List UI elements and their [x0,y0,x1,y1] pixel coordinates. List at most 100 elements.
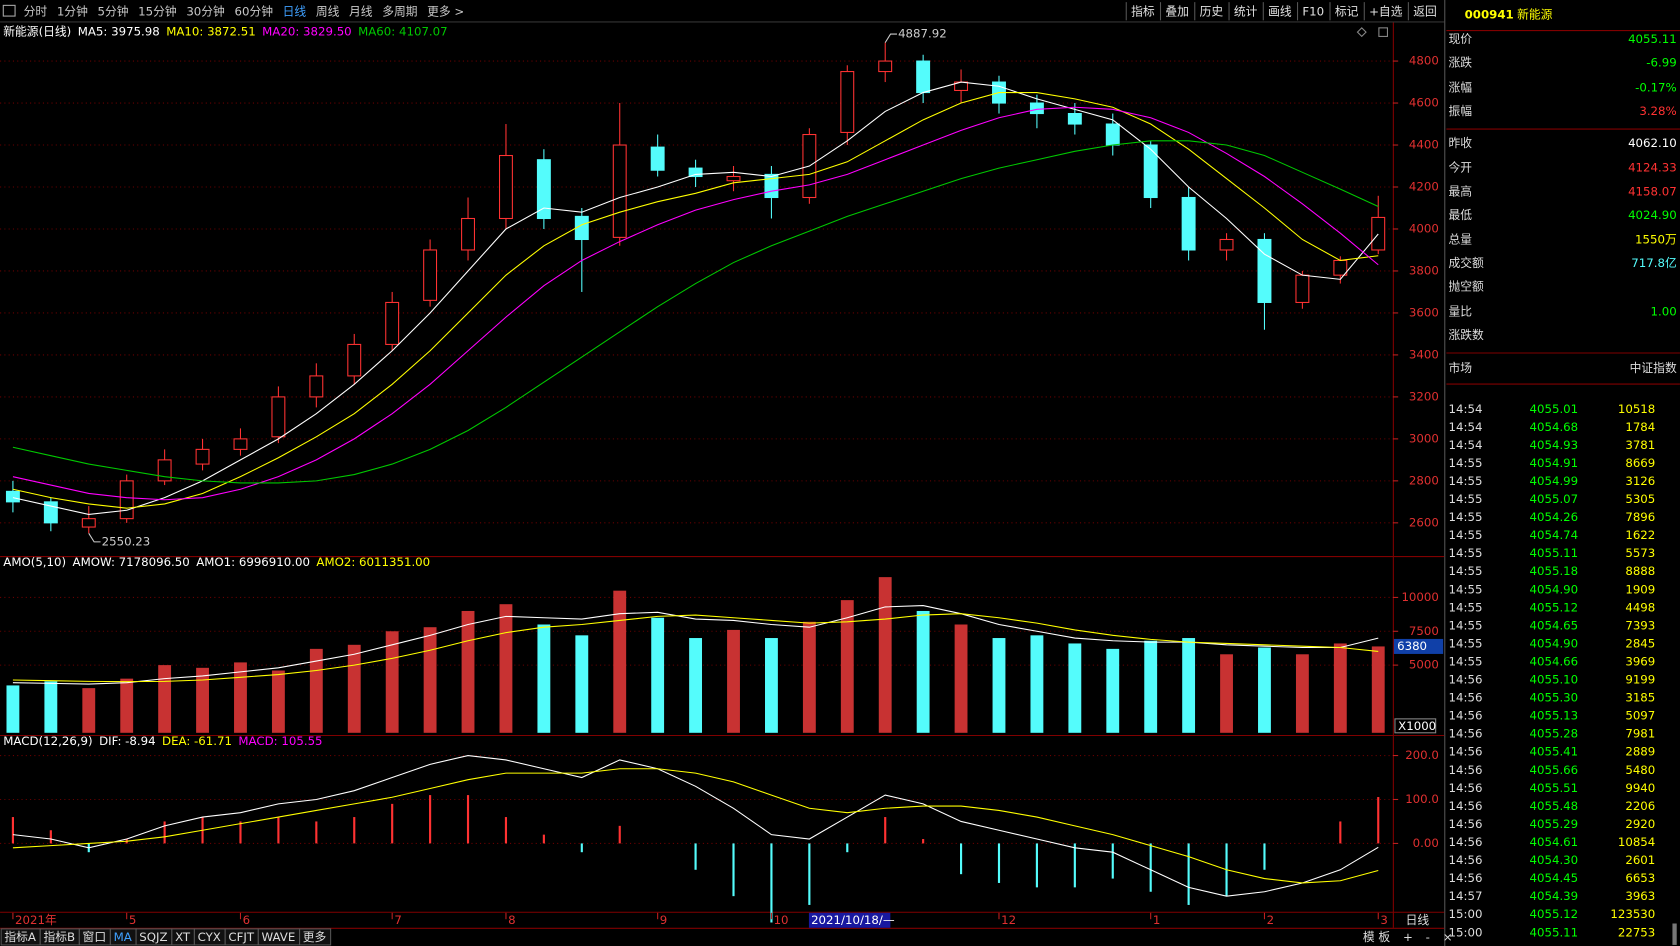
tick-time: 14:55 [1449,600,1483,614]
market-name: 中证指数 [1630,361,1677,375]
period-tab[interactable]: 5分钟 [97,4,128,18]
tick-price: 4054.74 [1530,528,1579,542]
tick-volume: 22753 [1618,925,1655,939]
candle-body [1029,102,1044,115]
tick-price: 4055.11 [1530,546,1579,560]
period-tab[interactable]: 月线 [349,4,373,18]
period-tab[interactable]: 周线 [316,4,340,18]
x-tick-label: 10 [774,913,789,927]
tick-price: 4055.12 [1530,600,1579,614]
scrollbar[interactable] [1672,923,1677,945]
period-tab[interactable]: 多周期 [382,4,417,18]
tool-button[interactable]: 返回 [1413,4,1437,18]
tick-price: 4055.11 [1530,925,1579,939]
tool-button[interactable]: 叠加 [1165,4,1189,18]
volume-bar [385,631,399,733]
legend-entry: MACD: 105.55 [238,734,322,748]
bottom-control[interactable]: × [1443,930,1453,944]
tool-button[interactable]: 标记 [1335,4,1359,18]
bottom-tab[interactable]: 窗口 [83,930,107,944]
tick-time: 14:56 [1449,799,1483,813]
tool-button[interactable]: F10 [1302,4,1324,18]
market-label: 市场 [1449,361,1473,375]
tool-button[interactable]: 历史 [1200,4,1224,18]
period-tab[interactable]: 分时 [24,4,48,18]
period-label: 日线 [1406,913,1430,927]
tick-volume: 1909 [1625,582,1655,596]
volume-bar [954,624,968,733]
bottom-tab[interactable]: SQJZ [139,930,167,944]
candle-body [1219,238,1234,251]
tick-time: 14:56 [1449,835,1483,849]
tool-button[interactable]: 画线 [1268,4,1292,18]
y-tick-label: 3600 [1409,305,1439,319]
tick-time: 14:56 [1449,727,1483,741]
field-value: -0.17% [1635,80,1677,94]
bottom-tab[interactable]: XT [175,930,191,944]
volume-bar [802,621,816,733]
tool-button[interactable]: +自选 [1369,4,1403,18]
y-tick-label: 4000 [1409,221,1439,235]
candle-body [536,159,551,220]
bottom-control[interactable]: + [1403,930,1413,944]
tool-button[interactable]: 指标 [1131,4,1155,18]
candle-body [309,375,324,398]
legend-entry: MA5: 3975.98 [78,25,160,39]
tick-time: 14:55 [1449,456,1483,470]
field-value: 4124.33 [1628,161,1677,175]
chart-title: MACD(12,26,9) [3,734,92,748]
bottom-tab[interactable]: CFJT [228,930,254,944]
y-tick-label: 2600 [1409,515,1439,529]
tick-price: 4055.41 [1530,745,1579,759]
candle-body [195,448,210,465]
volume-bar [1258,647,1271,733]
field-label: 今开 [1449,161,1473,175]
tick-price: 4054.99 [1530,474,1579,488]
x-tick-label: 1 [1153,913,1161,927]
period-tab[interactable]: 更多 > [427,4,464,18]
tick-time: 15:00 [1449,907,1483,921]
bottom-tab[interactable]: 更多 [303,930,327,944]
bottom-tab[interactable]: CYX [198,930,221,944]
tick-volume: 7393 [1625,618,1655,632]
period-tab[interactable]: 1分钟 [57,4,88,18]
tick-price: 4055.10 [1530,673,1579,687]
unit-box [1394,718,1437,734]
candle-body [1257,238,1272,303]
volume-bar [1371,646,1385,733]
period-tab[interactable]: 15分钟 [138,4,177,18]
bottom-tab[interactable]: 指标B [43,930,75,944]
volume-bar [158,665,172,733]
y-tick-label: 0.00 [1413,836,1439,850]
candle-body [1181,196,1196,251]
candle-body [347,343,362,377]
tick-volume: 3126 [1625,474,1655,488]
high-annotation: 4887.92 [898,27,947,41]
period-tab[interactable]: 60分钟 [234,4,273,18]
period-tab[interactable]: 日线 [283,4,307,18]
candle-body [688,167,703,178]
legend-entry: MA20: 3829.50 [262,25,352,39]
field-value: -6.99 [1646,56,1676,70]
bottom-tab[interactable]: WAVE [262,930,296,944]
tool-button[interactable]: 统计 [1234,4,1258,18]
tick-price: 4055.18 [1530,564,1579,578]
bottom-tab[interactable]: 指标A [4,930,36,944]
y-tick-label: 3800 [1409,263,1439,277]
tick-time: 14:56 [1449,709,1483,723]
period-tab[interactable]: 30分钟 [186,4,225,18]
bottom-control[interactable]: 模 板 [1363,930,1391,944]
window-icon[interactable] [2,4,16,17]
bottom-control[interactable]: - [1426,930,1430,944]
tick-time: 14:54 [1449,402,1483,416]
candle-body [1067,113,1082,125]
tick-volume: 5097 [1625,709,1655,723]
field-value: 1550万 [1635,232,1677,246]
candle-body [461,217,475,251]
x-tick-label: 12 [1001,913,1016,927]
tick-time: 14:55 [1449,474,1483,488]
candle-body [574,215,589,241]
volume-bar [916,610,930,733]
volume-bar [120,678,134,733]
bottom-tab[interactable]: MA [114,930,132,944]
